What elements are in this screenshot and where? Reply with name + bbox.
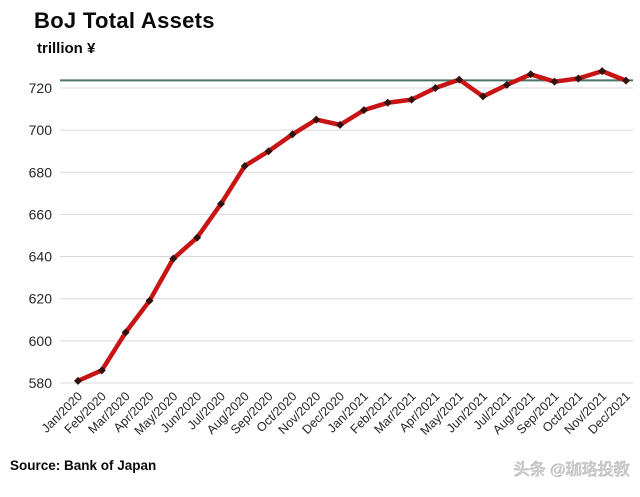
y-tick-label: 660 <box>29 206 53 222</box>
y-tick-label: 720 <box>29 80 53 96</box>
data-point-marker <box>216 199 225 208</box>
data-point-marker <box>240 161 249 170</box>
data-point-marker <box>431 84 440 92</box>
data-point-marker <box>407 95 416 104</box>
data-point-marker <box>74 376 82 385</box>
y-tick-label: 620 <box>29 291 53 307</box>
line-chart: 580600620640660680700720Jan/2020Feb/2020… <box>29 67 633 438</box>
data-point-marker <box>193 233 202 242</box>
data-point-marker <box>288 130 297 139</box>
y-tick-label: 600 <box>29 333 53 349</box>
source-note: Source: Bank of Japan <box>10 458 157 473</box>
y-tick-label: 580 <box>29 375 53 391</box>
y-tick-label: 680 <box>29 164 53 180</box>
data-point-marker <box>359 106 368 115</box>
data-point-marker <box>312 115 321 124</box>
data-point-marker <box>526 70 535 79</box>
data-point-marker <box>264 147 273 156</box>
data-point-marker <box>574 74 583 83</box>
data-point-marker <box>336 120 345 129</box>
data-point-marker <box>97 366 106 375</box>
data-point-marker <box>121 328 130 337</box>
y-tick-label: 700 <box>29 122 53 138</box>
chart-y-unit-label: trillion ¥ <box>37 40 96 57</box>
data-point-marker <box>455 75 464 84</box>
data-point-marker <box>598 67 607 76</box>
y-tick-label: 640 <box>29 249 53 265</box>
data-point-marker <box>145 296 154 305</box>
watermark: 头条 @珈珞投教 <box>513 462 630 479</box>
data-point-marker <box>550 77 559 86</box>
chart-title: BoJ Total Assets <box>34 8 215 33</box>
data-point-marker <box>479 92 488 101</box>
data-point-marker <box>621 76 630 85</box>
series-line <box>75 68 629 384</box>
data-point-marker <box>502 80 511 89</box>
data-point-marker <box>383 98 392 107</box>
